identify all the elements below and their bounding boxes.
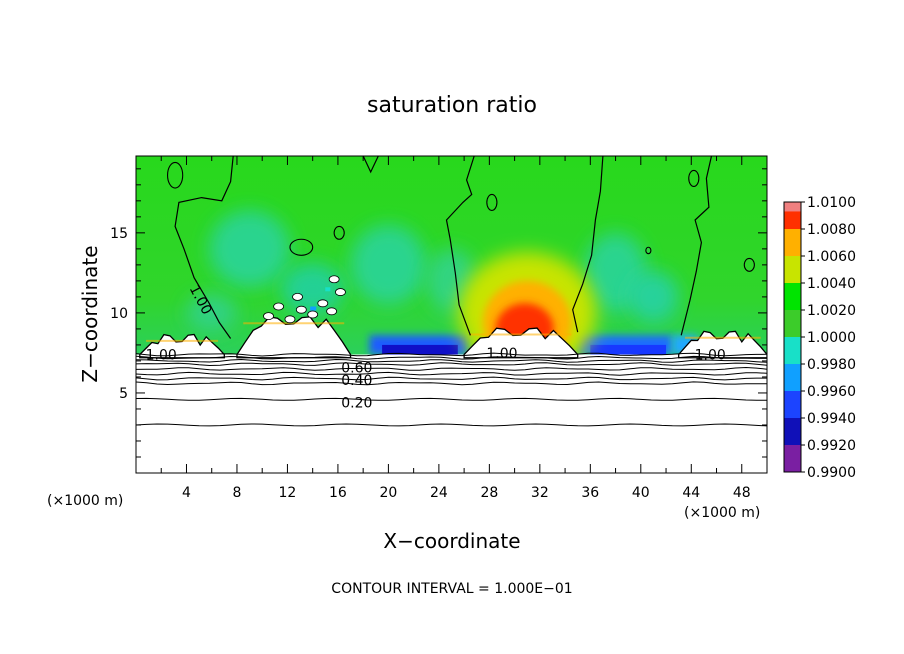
subsaturated-plume	[186, 293, 237, 333]
very-low-saturation-band	[590, 344, 667, 355]
y-tick-label: 15	[110, 226, 128, 242]
colorbar-label: 0.9960	[807, 384, 856, 400]
x-tick-label: 12	[279, 485, 297, 501]
cloud-speck	[326, 307, 338, 316]
cloud-speck-edge	[310, 306, 317, 311]
colorbar-label: 0.9940	[807, 411, 856, 427]
stable-layer-contour	[136, 355, 767, 360]
cloud-speck-edge	[325, 287, 331, 292]
x-tick-label: 4	[182, 485, 191, 501]
colorbar-label: 1.0020	[807, 303, 856, 319]
x-axis-label: X−coordinate	[383, 529, 520, 553]
contour-label: 0.20	[341, 396, 372, 412]
subsaturated-plume	[350, 224, 427, 305]
closed-contour	[166, 161, 184, 189]
closed-contour	[645, 246, 652, 255]
stable-layer-region	[136, 354, 767, 473]
contour-label: 0.40	[341, 373, 372, 389]
stable-layer-contour	[136, 362, 767, 367]
cloud-speck	[273, 302, 285, 311]
contour-label: 0.60	[341, 360, 372, 376]
colorbar: 0.9900 0.9920 0.9940 0.9960 0.9980 1.0000 1.00…	[783, 195, 856, 481]
cloud-speck	[292, 292, 303, 301]
saturation-contour-1.00	[174, 156, 234, 339]
x-tick-label: 20	[379, 485, 397, 501]
x-tick-label: 36	[581, 485, 599, 501]
heatmap-field	[136, 156, 767, 473]
closed-contour	[486, 193, 498, 211]
very-low-saturation-band	[382, 344, 458, 355]
x-tick-label: 28	[480, 485, 498, 501]
colorbar-label: 1.0060	[807, 249, 856, 265]
closed-contour	[743, 257, 755, 272]
saturation-contour-1.00	[680, 156, 713, 336]
colorbar-label: 1.0080	[807, 222, 856, 238]
chart-title: saturation ratio	[367, 93, 537, 118]
subsaturated-plume	[281, 263, 345, 315]
closed-contour	[333, 225, 345, 240]
x-tick-label: 16	[329, 485, 347, 501]
saturation-contour-1.00	[362, 156, 379, 174]
cloud-speck	[328, 275, 340, 284]
colorbar-label: 1.0100	[807, 195, 856, 211]
colorbar-segment	[784, 256, 801, 283]
cloud-speck	[307, 310, 319, 319]
y-tick-label: 5	[119, 386, 128, 402]
x-tick-label: 32	[531, 485, 549, 501]
y-axis-label: Z−coordinate	[78, 245, 102, 382]
saturation-contour-1.00	[445, 156, 475, 336]
contour-lines	[136, 156, 767, 427]
colorbar-label: 0.9980	[807, 357, 856, 373]
stable-layer-contour	[136, 352, 767, 357]
x-unit-right: (×1000 m)	[684, 505, 760, 521]
contour-label: 1.00	[146, 348, 177, 364]
x-axis: 4 8 12 16 20 24 28 32 36 40 44 48	[160, 156, 751, 501]
colorbar-segment	[784, 229, 801, 256]
colorbar-segment	[784, 391, 801, 418]
subsaturated-plume	[209, 210, 290, 288]
colorbar-label: 0.9920	[807, 438, 856, 454]
colorbar-label: 1.0040	[807, 276, 856, 292]
cloud-speck	[335, 288, 346, 296]
cloud-speck	[317, 299, 329, 308]
saturation-contour-1.00	[572, 156, 604, 333]
contour-label: 1.00	[486, 346, 517, 362]
stable-layer-contour	[136, 423, 767, 427]
colorbar-label: 1.0000	[807, 330, 856, 346]
x-tick-label: 40	[632, 485, 650, 501]
colorbar-segment	[784, 337, 801, 364]
contour-label: 1.00	[695, 348, 726, 364]
cloud-region	[236, 316, 352, 359]
x-tick-label: 44	[682, 485, 700, 501]
stable-layer-contour	[136, 376, 767, 381]
colorbar-segment	[784, 445, 801, 472]
y-tick-label: 10	[110, 306, 128, 322]
closed-contour	[688, 169, 700, 187]
cloud-speck	[295, 305, 307, 314]
plot-frame	[135, 155, 768, 474]
stable-layer-contour	[136, 371, 767, 376]
x-tick-label: 48	[733, 485, 751, 501]
colorbar-segment	[784, 310, 801, 337]
x-tick-label: 8	[232, 485, 241, 501]
colorbar-label: 0.9900	[807, 465, 856, 481]
x-unit-left: (×1000 m)	[47, 493, 123, 509]
colorbar-segment	[784, 364, 801, 391]
subsaturated-plume	[628, 271, 679, 323]
stable-layer-contour	[136, 358, 767, 363]
contour-interval-note: CONTOUR INTERVAL = 1.000E−01	[331, 581, 572, 597]
colorbar-segment	[784, 418, 801, 445]
closed-contour	[289, 238, 314, 256]
colorbar-segment	[784, 283, 801, 310]
x-tick-label: 24	[430, 485, 448, 501]
cloud-speck	[263, 312, 274, 321]
cloud-speck	[284, 315, 296, 324]
colorbar-segment	[784, 202, 801, 212]
stable-layer-contour	[136, 381, 767, 386]
y-axis: 5 10 15	[110, 168, 767, 458]
stable-layer-contour	[136, 397, 767, 401]
stable-layer-contour	[136, 366, 767, 371]
